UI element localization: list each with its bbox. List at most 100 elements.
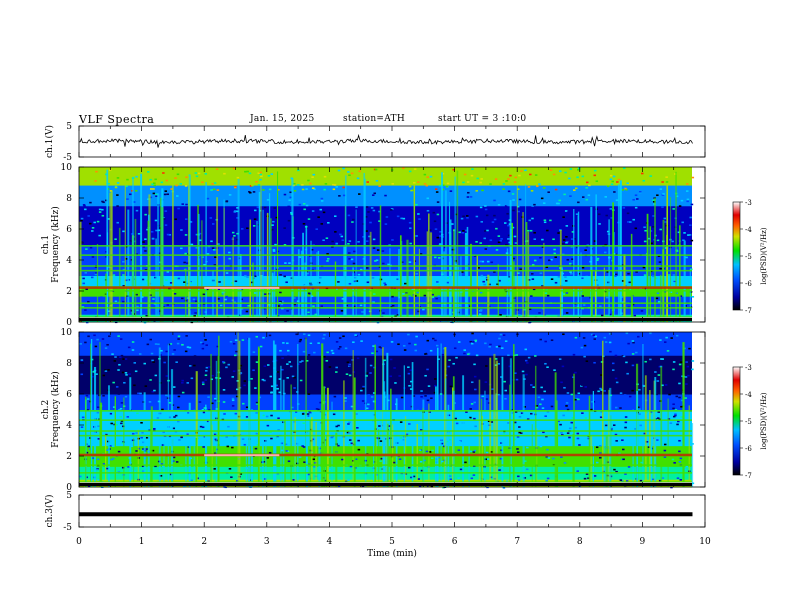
s2-speck — [94, 345, 98, 348]
s2-speck — [360, 389, 363, 392]
s2-speck — [135, 432, 138, 434]
s1-speck — [502, 239, 506, 242]
s2-speck — [270, 437, 273, 440]
s1-speck — [673, 280, 676, 283]
s1-sferic — [188, 175, 190, 322]
s1-speck — [149, 188, 153, 190]
s1-row — [79, 254, 692, 258]
s1-speck — [381, 250, 385, 252]
s2-sferic — [660, 366, 663, 487]
s1-speck — [209, 217, 213, 219]
s2-speck — [126, 412, 130, 415]
s2-row — [79, 406, 692, 410]
s1-speck — [672, 208, 675, 210]
s1-speck — [613, 191, 616, 193]
s1-speck — [617, 178, 621, 181]
s1-row — [79, 190, 692, 194]
s1-speck — [293, 190, 297, 192]
s1-speck — [320, 305, 323, 308]
s1-speck — [409, 242, 412, 245]
s1-speck — [616, 181, 619, 183]
s1-sferic — [464, 232, 468, 322]
s2-speck — [117, 369, 120, 371]
s1-speck — [246, 170, 249, 173]
s2-speck — [490, 451, 493, 453]
s2-speck — [580, 384, 584, 386]
s2-speck — [160, 463, 164, 465]
s2-speck — [378, 346, 382, 348]
s2-speck — [535, 406, 539, 409]
s2-speck — [504, 389, 507, 392]
s1-speck — [479, 181, 482, 184]
s1-band — [79, 290, 692, 292]
s2-speck — [121, 442, 125, 444]
s1-sferic — [455, 263, 458, 322]
s2-sferic — [163, 438, 165, 487]
s1-speck — [378, 185, 381, 187]
s1-speck — [267, 174, 271, 177]
s2-speck — [485, 365, 488, 367]
s2-speck — [133, 470, 136, 473]
s1-speck — [358, 170, 361, 173]
s1-speck — [664, 190, 668, 193]
s2-speck — [223, 338, 226, 341]
s2-speck — [535, 405, 539, 407]
s1-band — [79, 307, 692, 309]
s1-sferic — [418, 248, 420, 322]
s1-speck — [435, 191, 439, 193]
s1-speck — [528, 219, 532, 222]
s2-speck — [307, 334, 311, 337]
s1-ytick-label: 6 — [66, 225, 72, 235]
s2-speck — [403, 345, 406, 347]
s2-speck — [112, 445, 115, 448]
s2-speck — [356, 357, 360, 360]
s1-speck — [620, 296, 624, 298]
x-tick-label: 5 — [389, 537, 395, 547]
s2-speck — [448, 475, 452, 477]
s2-speck — [117, 450, 121, 453]
s2-speck — [675, 395, 679, 398]
s2-speck — [566, 432, 570, 434]
s1-speck — [481, 260, 485, 263]
s1-speck — [552, 238, 555, 241]
s2-speck — [532, 386, 535, 388]
s2-speck — [214, 442, 217, 444]
s2-speck — [207, 366, 211, 368]
s2-speck — [337, 424, 340, 427]
s1-sferic — [399, 235, 402, 322]
s2-speck — [206, 420, 209, 423]
s2-speck — [124, 395, 128, 398]
s1-speck — [415, 203, 418, 206]
s1-speck — [657, 182, 660, 185]
s1-sferic — [132, 176, 134, 322]
s1-speck — [652, 226, 655, 228]
s1-speck — [436, 236, 439, 239]
s2-sferic — [590, 436, 593, 487]
s2-ytick-label: 2 — [66, 452, 72, 462]
s1-speck — [454, 213, 458, 216]
s2-speck — [148, 401, 152, 403]
s2-speck — [516, 448, 519, 450]
s1-speck — [565, 225, 569, 227]
s1-speck — [542, 187, 546, 189]
s1-speck — [160, 181, 164, 184]
s1-speck — [493, 214, 496, 217]
s2-speck — [378, 425, 381, 427]
s2-speck — [566, 392, 570, 394]
s1-speck — [214, 256, 217, 258]
s2-speck — [335, 425, 338, 428]
s2-sferic — [280, 365, 282, 487]
s1-speck — [233, 210, 237, 212]
s2-speck — [306, 415, 310, 417]
s2-speck — [375, 437, 379, 439]
s2-speck — [255, 401, 259, 404]
s2-speck — [505, 395, 508, 398]
s2-speck — [123, 381, 126, 384]
s2-speck — [546, 361, 550, 364]
s1-speck — [368, 219, 372, 221]
s1-speck — [419, 233, 423, 236]
s2-speck — [474, 425, 477, 428]
s1-speck — [659, 267, 662, 270]
s2-speck — [663, 443, 667, 446]
